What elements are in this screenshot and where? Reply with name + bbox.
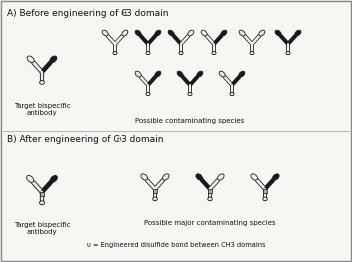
FancyBboxPatch shape: [208, 189, 212, 193]
Ellipse shape: [135, 30, 141, 36]
Ellipse shape: [188, 30, 194, 36]
Ellipse shape: [50, 56, 57, 63]
Ellipse shape: [251, 174, 257, 180]
Ellipse shape: [153, 197, 157, 201]
Ellipse shape: [239, 71, 245, 77]
Ellipse shape: [155, 71, 161, 77]
Ellipse shape: [113, 51, 117, 55]
Ellipse shape: [275, 30, 281, 36]
FancyBboxPatch shape: [39, 192, 44, 196]
Ellipse shape: [239, 30, 245, 36]
Text: 3 domain: 3 domain: [121, 135, 163, 144]
Ellipse shape: [219, 71, 225, 77]
Ellipse shape: [188, 92, 192, 96]
Ellipse shape: [39, 201, 44, 205]
Ellipse shape: [50, 176, 57, 182]
Ellipse shape: [212, 51, 216, 55]
Ellipse shape: [197, 71, 203, 77]
Text: H: H: [116, 137, 121, 142]
Ellipse shape: [163, 174, 169, 180]
Ellipse shape: [201, 30, 207, 36]
Text: Target bispecific
antibody: Target bispecific antibody: [14, 103, 70, 116]
Ellipse shape: [155, 30, 161, 36]
Ellipse shape: [135, 71, 141, 77]
Ellipse shape: [196, 174, 202, 180]
Ellipse shape: [218, 174, 224, 180]
Ellipse shape: [141, 174, 147, 180]
Ellipse shape: [177, 71, 183, 77]
Text: Target bispecific
antibody: Target bispecific antibody: [14, 222, 70, 235]
Ellipse shape: [27, 176, 34, 182]
Text: B) After engineering of C: B) After engineering of C: [7, 135, 120, 144]
Text: υ = Engineered disulfide bond between CH3 domains: υ = Engineered disulfide bond between CH…: [87, 242, 265, 248]
Ellipse shape: [146, 51, 150, 55]
Ellipse shape: [221, 30, 227, 36]
Ellipse shape: [168, 30, 174, 36]
Text: A) Before engineering of C: A) Before engineering of C: [7, 9, 127, 18]
FancyBboxPatch shape: [263, 189, 267, 193]
Ellipse shape: [146, 92, 150, 96]
Ellipse shape: [179, 51, 183, 55]
Ellipse shape: [295, 30, 301, 36]
Ellipse shape: [40, 80, 44, 84]
Text: Possible major contaminating species: Possible major contaminating species: [144, 220, 276, 226]
Ellipse shape: [122, 30, 128, 36]
Ellipse shape: [286, 51, 290, 55]
Ellipse shape: [102, 30, 108, 36]
FancyBboxPatch shape: [153, 189, 157, 193]
Ellipse shape: [230, 92, 234, 96]
Text: H: H: [121, 11, 126, 16]
Ellipse shape: [259, 30, 265, 36]
Ellipse shape: [272, 174, 279, 180]
Ellipse shape: [208, 197, 212, 201]
Text: 3 domain: 3 domain: [126, 9, 169, 18]
Ellipse shape: [263, 197, 267, 201]
Ellipse shape: [250, 51, 254, 55]
Ellipse shape: [27, 56, 34, 63]
Text: Possible contaminating species: Possible contaminating species: [136, 118, 245, 124]
